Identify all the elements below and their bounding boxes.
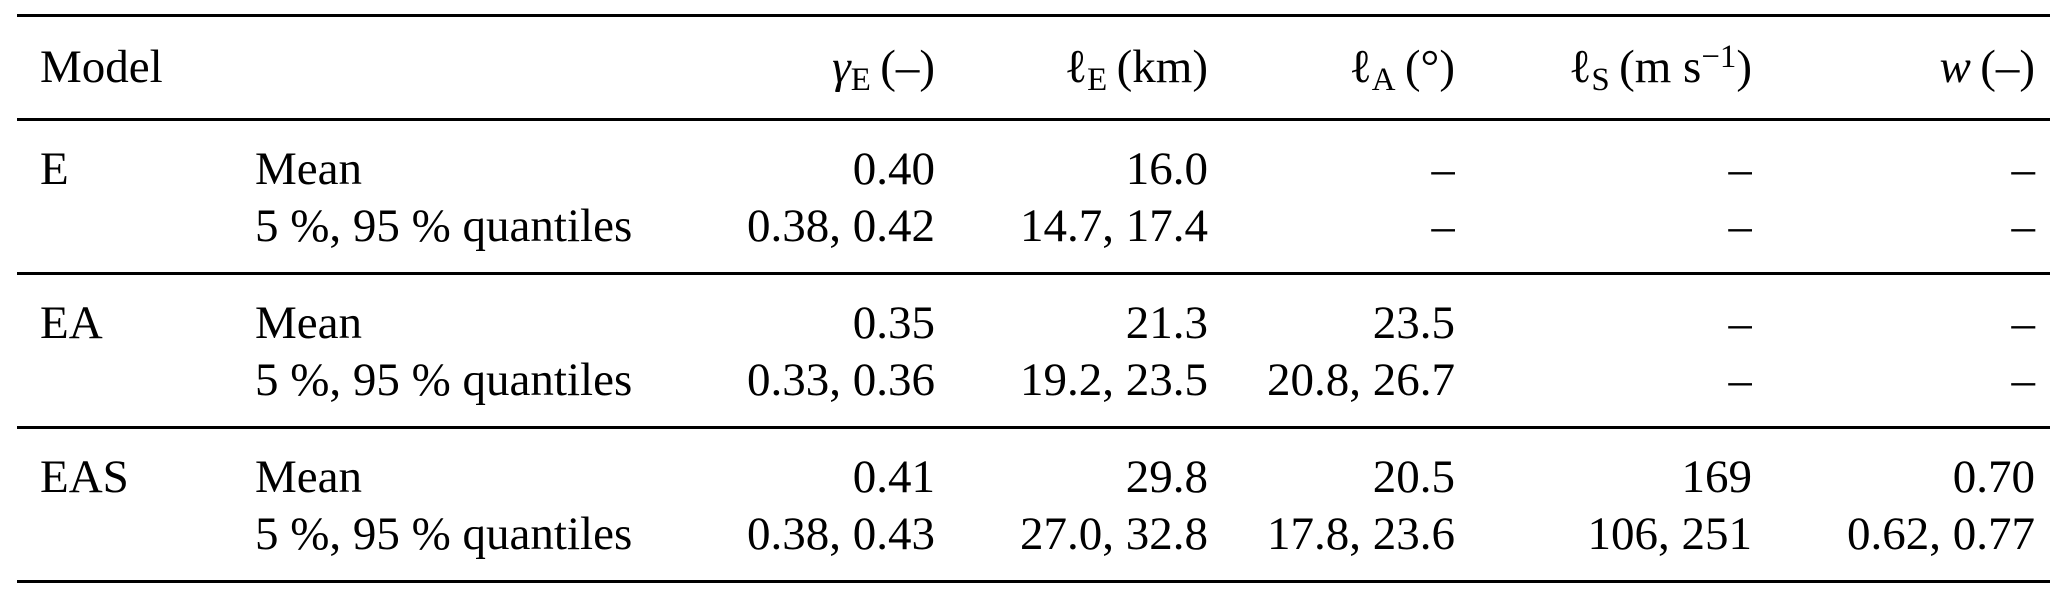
value-cell: 19.2, 23.5: [1020, 354, 1208, 406]
model-cell: EAS: [40, 451, 129, 503]
value-cell: –: [1728, 200, 1753, 252]
unit-label: (m s: [1619, 41, 1702, 93]
value-cell: 17.8, 23.6: [1267, 508, 1455, 560]
unit-label: (°): [1404, 41, 1455, 93]
math-symbol-ell: ℓ: [1064, 41, 1088, 93]
value-cell: 20.8, 26.7: [1267, 354, 1455, 406]
column-header-w: w (–): [1752, 16, 2050, 120]
model-cell-empty: [17, 506, 255, 582]
value-cell: 169: [1681, 451, 1753, 503]
value-cell: 0.62, 0.77: [1847, 508, 2035, 560]
stat-cell: 5 %, 95 % quantiles: [255, 508, 633, 560]
column-header-gamma-e: γE (–): [717, 16, 935, 120]
math-symbol-gamma: γ: [832, 41, 851, 93]
unit-label: ): [1736, 41, 1752, 93]
value-cell: –: [1728, 354, 1753, 406]
column-header-ell-e: ℓE (km): [935, 16, 1208, 120]
stat-cell: 5 %, 95 % quantiles: [255, 200, 633, 252]
model-group-E: E Mean 0.40 16.0 – – – 5 %, 95 % quantil…: [17, 119, 2050, 274]
value-cell: 0.33, 0.36: [747, 354, 935, 406]
value-cell: 0.38, 0.43: [747, 508, 935, 560]
value-cell: 0.40: [852, 143, 935, 195]
table-row: 5 %, 95 % quantiles 0.33, 0.36 19.2, 23.…: [17, 352, 2050, 428]
stat-cell: Mean: [255, 143, 363, 195]
unit-label: (–): [1980, 41, 2035, 93]
value-cell: –: [2011, 354, 2036, 406]
column-header-ell-s: ℓS (m s−1): [1455, 16, 1752, 120]
value-cell: 0.35: [852, 297, 935, 349]
math-symbol-ell: ℓ: [1349, 41, 1372, 93]
model-cell: E: [40, 143, 69, 195]
value-cell: 16.0: [1125, 143, 1208, 195]
value-cell: 14.7, 17.4: [1020, 200, 1208, 252]
table-row: 5 %, 95 % quantiles 0.38, 0.42 14.7, 17.…: [17, 198, 2050, 274]
math-subscript: S: [1591, 62, 1610, 99]
unit-label: (km): [1116, 41, 1208, 93]
model-group-EAS: EAS Mean 0.41 29.8 20.5 169 0.70 5 %, 95…: [17, 427, 2050, 582]
table-row: E Mean 0.40 16.0 – – –: [17, 120, 2050, 199]
model-cell: EA: [40, 297, 103, 349]
unit-superscript: −1: [1701, 39, 1737, 76]
table-row: EA Mean 0.35 21.3 23.5 – –: [17, 274, 2050, 353]
value-cell: 0.41: [852, 451, 935, 503]
value-cell: –: [2011, 143, 2036, 195]
parameter-estimates-table: Model γE (–) ℓE (km) ℓA (°) ℓS (m s−1) w (–) …: [17, 14, 2050, 583]
header-row: Model γE (–) ℓE (km) ℓA (°) ℓS (m s−1) w (–): [17, 16, 2050, 120]
math-subscript: E: [850, 62, 871, 99]
value-cell: 106, 251: [1587, 508, 1753, 560]
value-cell: 27.0, 32.8: [1020, 508, 1208, 560]
model-group-EA: EA Mean 0.35 21.3 23.5 – – 5 %, 95 % qua…: [17, 273, 2050, 428]
value-cell: –: [1728, 297, 1753, 349]
column-header-ell-a: ℓA (°): [1208, 16, 1455, 120]
stat-cell: Mean: [255, 451, 363, 503]
value-cell: –: [1431, 200, 1456, 252]
value-cell: 0.70: [1952, 451, 2035, 503]
stat-cell: Mean: [255, 297, 363, 349]
math-subscript: A: [1371, 62, 1396, 99]
parameter-estimates-table-wrapper: Model γE (–) ℓE (km) ℓA (°) ℓS (m s−1) w (–) …: [17, 14, 2050, 583]
table-row: 5 %, 95 % quantiles 0.38, 0.43 27.0, 32.…: [17, 506, 2050, 582]
value-cell: –: [1431, 143, 1456, 195]
math-subscript: E: [1087, 62, 1108, 99]
math-symbol-w: w: [1939, 41, 1971, 93]
stat-cell: 5 %, 95 % quantiles: [255, 354, 633, 406]
unit-label: (–): [880, 41, 935, 93]
model-cell-empty: [17, 352, 255, 428]
table-row: EAS Mean 0.41 29.8 20.5 169 0.70: [17, 428, 2050, 507]
model-cell-empty: [17, 198, 255, 274]
value-cell: 21.3: [1125, 297, 1208, 349]
value-cell: –: [2011, 200, 2036, 252]
value-cell: 29.8: [1125, 451, 1208, 503]
value-cell: –: [2011, 297, 2036, 349]
table-header: Model γE (–) ℓE (km) ℓA (°) ℓS (m s−1) w (–): [17, 16, 2050, 120]
value-cell: 20.5: [1372, 451, 1455, 503]
math-symbol-ell: ℓ: [1568, 41, 1592, 93]
value-cell: 0.38, 0.42: [747, 200, 935, 252]
value-cell: –: [1728, 143, 1753, 195]
column-header-model: Model: [40, 41, 163, 93]
value-cell: 23.5: [1372, 297, 1455, 349]
